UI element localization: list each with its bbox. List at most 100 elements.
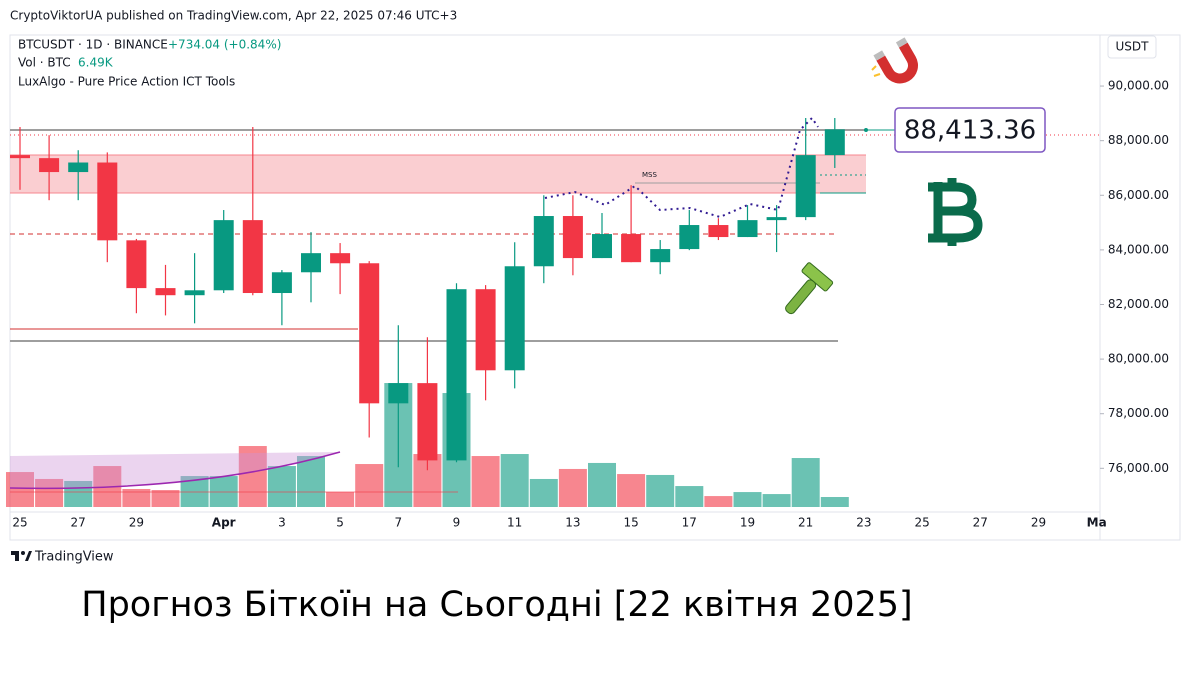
volume-bar: [500, 454, 529, 507]
x-tick-label: 27: [71, 516, 86, 530]
candle-body: [592, 234, 612, 259]
x-tick-label: 3: [278, 516, 286, 530]
chart-frame: [9, 34, 1181, 541]
candle-body: [766, 217, 787, 221]
volume-bar: [675, 486, 704, 507]
mss-label: MSS: [642, 171, 657, 179]
x-tick-label: 25: [914, 516, 929, 530]
candle-body: [504, 266, 525, 371]
volume-bar: [529, 478, 558, 507]
candle-body: [359, 263, 380, 404]
razor-handle: [785, 279, 817, 315]
y-tick-label: 86,000.00: [1108, 188, 1169, 202]
legend-volume-value: 6.49K: [78, 56, 114, 70]
tv-logo: [11, 551, 32, 561]
indicator-area: [10, 452, 340, 489]
candle-body: [97, 162, 118, 241]
x-tick-label: 13: [565, 516, 580, 530]
currency-label: USDT: [1116, 40, 1150, 54]
volume-bar: [704, 496, 733, 507]
x-tick-label: 25: [12, 516, 27, 530]
candle-body: [708, 225, 729, 238]
x-tick-label: 29: [129, 516, 144, 530]
candle-body: [242, 220, 263, 294]
price-box-label: 88,413.36: [904, 116, 1036, 146]
price-box: [894, 107, 1046, 153]
razor-icon: [785, 262, 834, 315]
candle-body: [737, 220, 758, 238]
candle-body: [271, 272, 292, 294]
volume-bar: [267, 466, 296, 507]
volume-bar: [6, 472, 34, 507]
y-tick-label: 76,000.00: [1108, 461, 1169, 475]
candle-body: [621, 234, 642, 263]
y-tick-label: 84,000.00: [1108, 242, 1169, 256]
volume-bar: [762, 494, 791, 507]
volume-bar: [297, 456, 325, 507]
y-tick-label: 82,000.00: [1108, 297, 1169, 311]
candle-body: [446, 289, 467, 461]
bitcoin-glyph: [928, 178, 983, 246]
volume-bar: [471, 456, 500, 507]
volume-bar: [820, 497, 849, 507]
volume-bar: [326, 492, 355, 507]
candle-body: [533, 216, 554, 267]
volume-bar: [122, 488, 151, 507]
magnet-tip: [895, 37, 908, 48]
indicator-curve: [9, 451, 341, 490]
candle-body: [68, 162, 89, 173]
price-pointer-dot: [864, 128, 868, 132]
x-tick-label: 29: [1031, 516, 1046, 530]
y-tick-label: 90,000.00: [1108, 79, 1169, 93]
candle-body: [301, 253, 321, 273]
volume-bar: [588, 462, 616, 507]
volume-bar: [35, 478, 64, 507]
volume-bar: [791, 458, 820, 507]
magnet-tip: [873, 50, 886, 61]
candle-layer: [10, 118, 845, 471]
volume-bar: [617, 474, 646, 507]
legend-change: +734.04 (+0.84%): [168, 38, 281, 52]
header: CryptoViktorUA published on TradingView.…: [10, 9, 457, 23]
candle-body: [39, 158, 60, 173]
x-tick-label: 7: [394, 516, 402, 530]
magnet-icon: [873, 37, 918, 84]
x-tick-label: 17: [682, 516, 697, 530]
candle-body: [475, 289, 496, 371]
candle-body: [824, 129, 845, 156]
zone: [10, 155, 866, 193]
candle-body: [126, 240, 147, 289]
x-tick-label: 9: [453, 516, 461, 530]
candle-body: [650, 249, 671, 263]
volume-bar: [64, 480, 93, 507]
volume-bar: [355, 464, 384, 507]
candle-body: [417, 383, 438, 461]
logo-part: [25, 551, 32, 561]
candle-body: [213, 220, 234, 291]
footer: TradingView: [34, 550, 114, 565]
logo-part: [15, 551, 19, 561]
candle-body: [155, 288, 176, 296]
candle-body: [184, 290, 205, 296]
x-tick-label: Ma: [1087, 516, 1107, 530]
candle-body: [10, 155, 30, 159]
x-tick-label: Apr: [212, 516, 236, 530]
x-tick-label: 15: [623, 516, 638, 530]
candle-body: [388, 383, 409, 404]
legend-indicator: LuxAlgo - Pure Price Action ICT Tools: [18, 75, 235, 89]
x-tick-label: 5: [336, 516, 344, 530]
currency-box: [1107, 35, 1157, 59]
volume-bar: [646, 474, 675, 507]
x-tick-label: 11: [507, 516, 522, 530]
y-tick-label: 88,000.00: [1108, 133, 1169, 147]
x-tick-label: 21: [798, 516, 813, 530]
magnet: [876, 42, 918, 84]
volume-bar: [733, 492, 762, 507]
legend-volume: Vol · BTC: [18, 56, 71, 70]
magnet-spark: [871, 65, 881, 77]
legend-symbol: BTCUSDT · 1D · BINANCE: [18, 38, 168, 52]
y-tick-label: 80,000.00: [1108, 352, 1169, 366]
volume-bar: [151, 490, 180, 507]
